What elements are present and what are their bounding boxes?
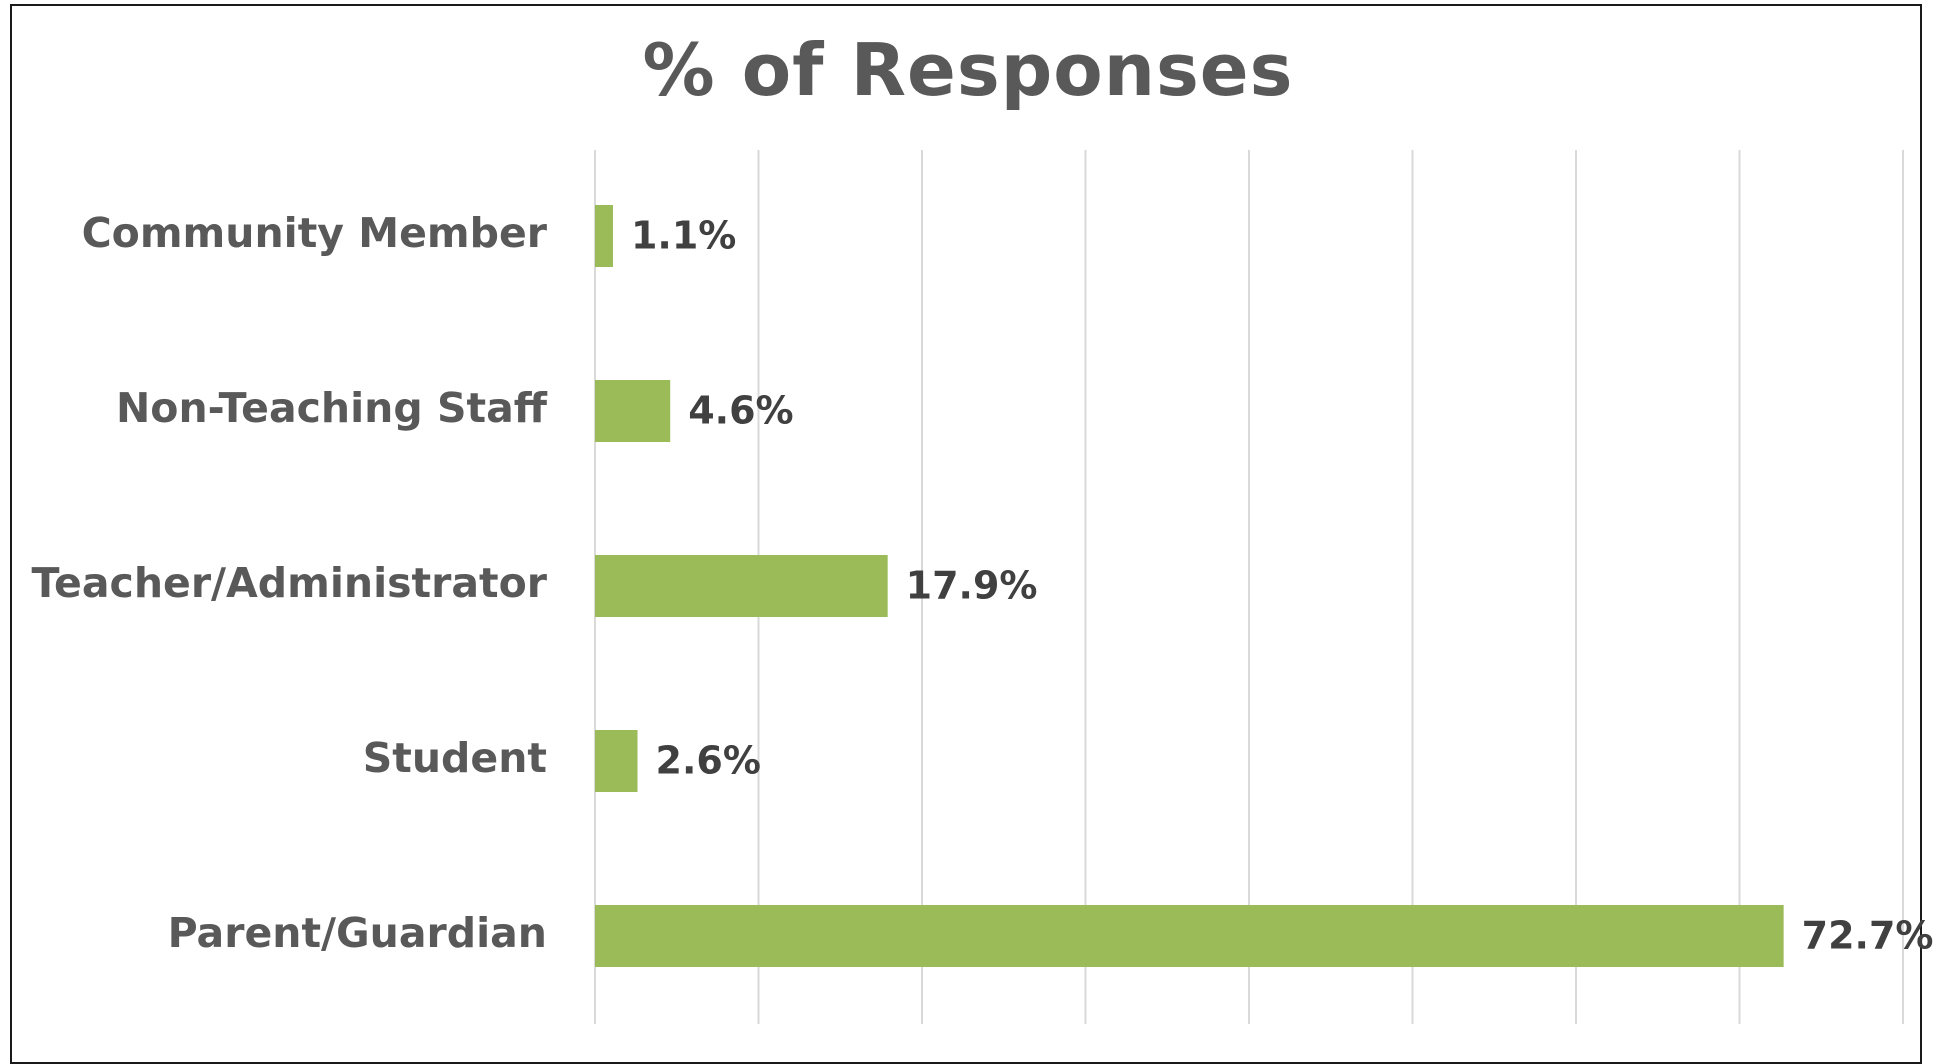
value-label-2: 17.9%: [906, 564, 1038, 608]
value-label-3: 2.6%: [656, 739, 761, 783]
bar-3: [595, 730, 638, 792]
bar-0: [595, 205, 613, 267]
chart-frame: [10, 4, 1922, 1064]
bar-2: [595, 555, 888, 617]
category-label-3: Student: [363, 734, 547, 782]
labels: Community Member 1.1% Non-Teaching Staff 4.…: [32, 209, 1934, 958]
bars: [595, 205, 1784, 967]
bar-4: [595, 905, 1784, 967]
value-label-0: 1.1%: [631, 214, 736, 258]
chart-title: % of Responses: [642, 28, 1294, 112]
category-label-2: Teacher/Administrator: [32, 559, 548, 607]
value-label-1: 4.6%: [688, 389, 793, 433]
gridlines: [594, 150, 1904, 1024]
value-label-4: 72.7%: [1802, 914, 1934, 958]
category-label-1: Non-Teaching Staff: [116, 384, 548, 432]
bar-1: [595, 380, 671, 442]
category-label-0: Community Member: [82, 209, 548, 257]
category-label-4: Parent/Guardian: [168, 909, 547, 957]
